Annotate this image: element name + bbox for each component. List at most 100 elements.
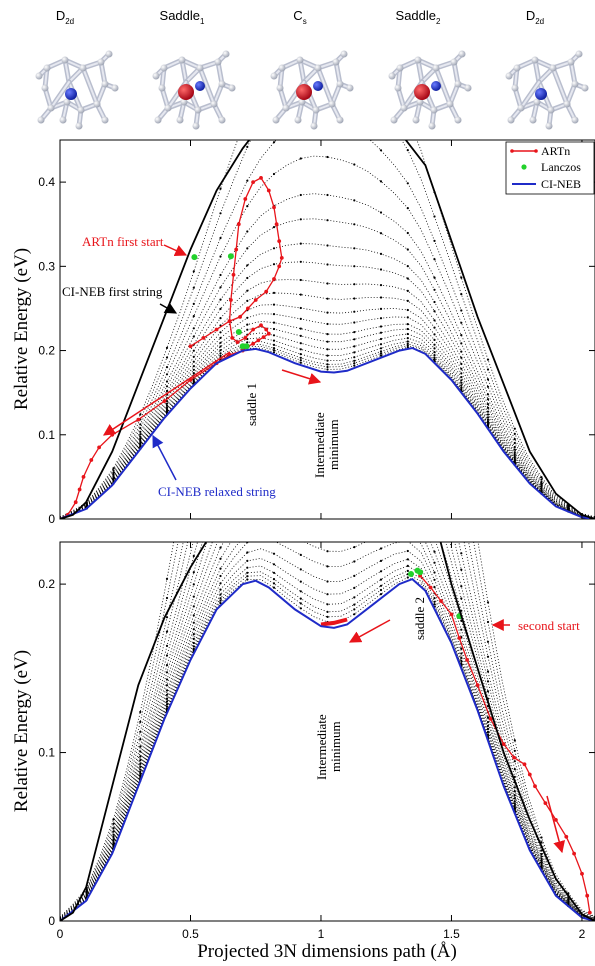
neb-image	[112, 818, 115, 821]
neb-image	[379, 331, 383, 334]
si-atom	[336, 80, 344, 88]
lanczos-point	[417, 569, 424, 576]
neb-image	[353, 527, 355, 529]
bond-highlight	[181, 59, 187, 83]
si-atom	[400, 104, 408, 112]
red-atom	[178, 84, 194, 100]
neb-image	[406, 149, 409, 152]
neb-image	[379, 354, 383, 357]
neb-image	[246, 179, 249, 182]
artn-point	[188, 344, 193, 349]
neb-image	[273, 442, 275, 444]
neb-image	[246, 542, 249, 544]
neb-image	[406, 576, 409, 579]
neb-image	[513, 768, 516, 771]
neb-image	[300, 498, 302, 500]
si-atom	[513, 64, 521, 72]
neb-image	[460, 334, 463, 337]
bond-highlight	[50, 81, 70, 109]
neb-image	[273, 336, 275, 338]
neb-image	[139, 759, 142, 762]
neb-image	[379, 149, 383, 152]
neb-image	[299, 193, 302, 197]
neb-image	[433, 338, 436, 341]
si-atom	[332, 58, 340, 66]
neb-image	[272, 172, 276, 176]
neb-image	[433, 215, 436, 218]
molecule-structures: D2d Saddle1 Cs Saddle2 D2d	[35, 8, 589, 130]
neb-image	[433, 586, 436, 589]
si-atom	[390, 116, 398, 124]
artn-point	[259, 176, 263, 180]
si-atom	[196, 64, 204, 72]
neb-image	[192, 315, 195, 318]
si-atom	[529, 116, 537, 124]
si-atom	[416, 98, 424, 106]
neb-image	[486, 720, 490, 724]
artn-point	[73, 500, 78, 505]
neb-image	[460, 342, 463, 345]
neb-image	[406, 182, 409, 185]
neb-image	[246, 323, 249, 326]
neb-image	[353, 608, 356, 611]
neb-image	[272, 343, 276, 346]
neb-image	[246, 578, 249, 581]
neb-image	[326, 193, 329, 197]
artn-point	[214, 327, 219, 332]
artn-point	[512, 755, 516, 760]
neb-image	[460, 628, 463, 631]
neb-image	[273, 56, 275, 58]
neb-image	[379, 350, 383, 353]
neb-image	[192, 628, 195, 631]
annotation-intermediate-minimum-top: Intermediate minimum	[312, 409, 341, 478]
neb-image	[272, 552, 276, 555]
neb-image	[486, 413, 490, 416]
neb-image	[112, 830, 115, 833]
bond-highlight	[64, 59, 70, 83]
neb-image	[165, 385, 169, 388]
neb-image	[219, 574, 222, 578]
neb-image	[379, 578, 383, 581]
neb-image	[433, 600, 436, 603]
artn-point	[236, 222, 241, 227]
neb-image	[165, 356, 169, 359]
artn-point	[580, 871, 584, 876]
neb-image	[219, 500, 221, 502]
neb-image	[246, 571, 249, 574]
neb-image	[272, 321, 276, 324]
neb-image	[353, 414, 355, 416]
neb-image	[326, 282, 329, 285]
neb-image	[192, 633, 195, 636]
neb-image	[326, 530, 328, 532]
molecule-1	[35, 50, 119, 130]
neb-image	[326, 67, 328, 69]
si-atom	[75, 122, 83, 130]
si-atom	[176, 116, 184, 124]
plot-frame-bottom	[59, 541, 595, 922]
neb-image	[300, 29, 302, 31]
artn-point	[527, 772, 532, 777]
neb-image	[273, 166, 275, 168]
neb-image	[379, 352, 383, 355]
neb-image	[219, 567, 222, 570]
neb-image	[326, 333, 329, 336]
neb-image	[433, 578, 436, 581]
cineb-relaxed-line	[60, 577, 595, 921]
neb-image	[433, 258, 436, 261]
neb-image	[433, 310, 436, 313]
neb-image	[380, 390, 382, 392]
si-atom	[47, 104, 55, 112]
neb-image	[486, 680, 490, 683]
neb-image	[273, 527, 275, 529]
neb-image	[326, 120, 328, 122]
y-tick-label: 0.1	[38, 746, 55, 760]
artn-point	[230, 336, 235, 340]
neb-image	[299, 356, 302, 359]
neb-image	[246, 276, 249, 280]
neb-image	[165, 400, 169, 403]
si-atom	[59, 116, 67, 124]
neb-image	[540, 853, 543, 856]
si-atom	[346, 84, 354, 92]
neb-image	[353, 331, 356, 334]
si-atom	[101, 116, 109, 124]
